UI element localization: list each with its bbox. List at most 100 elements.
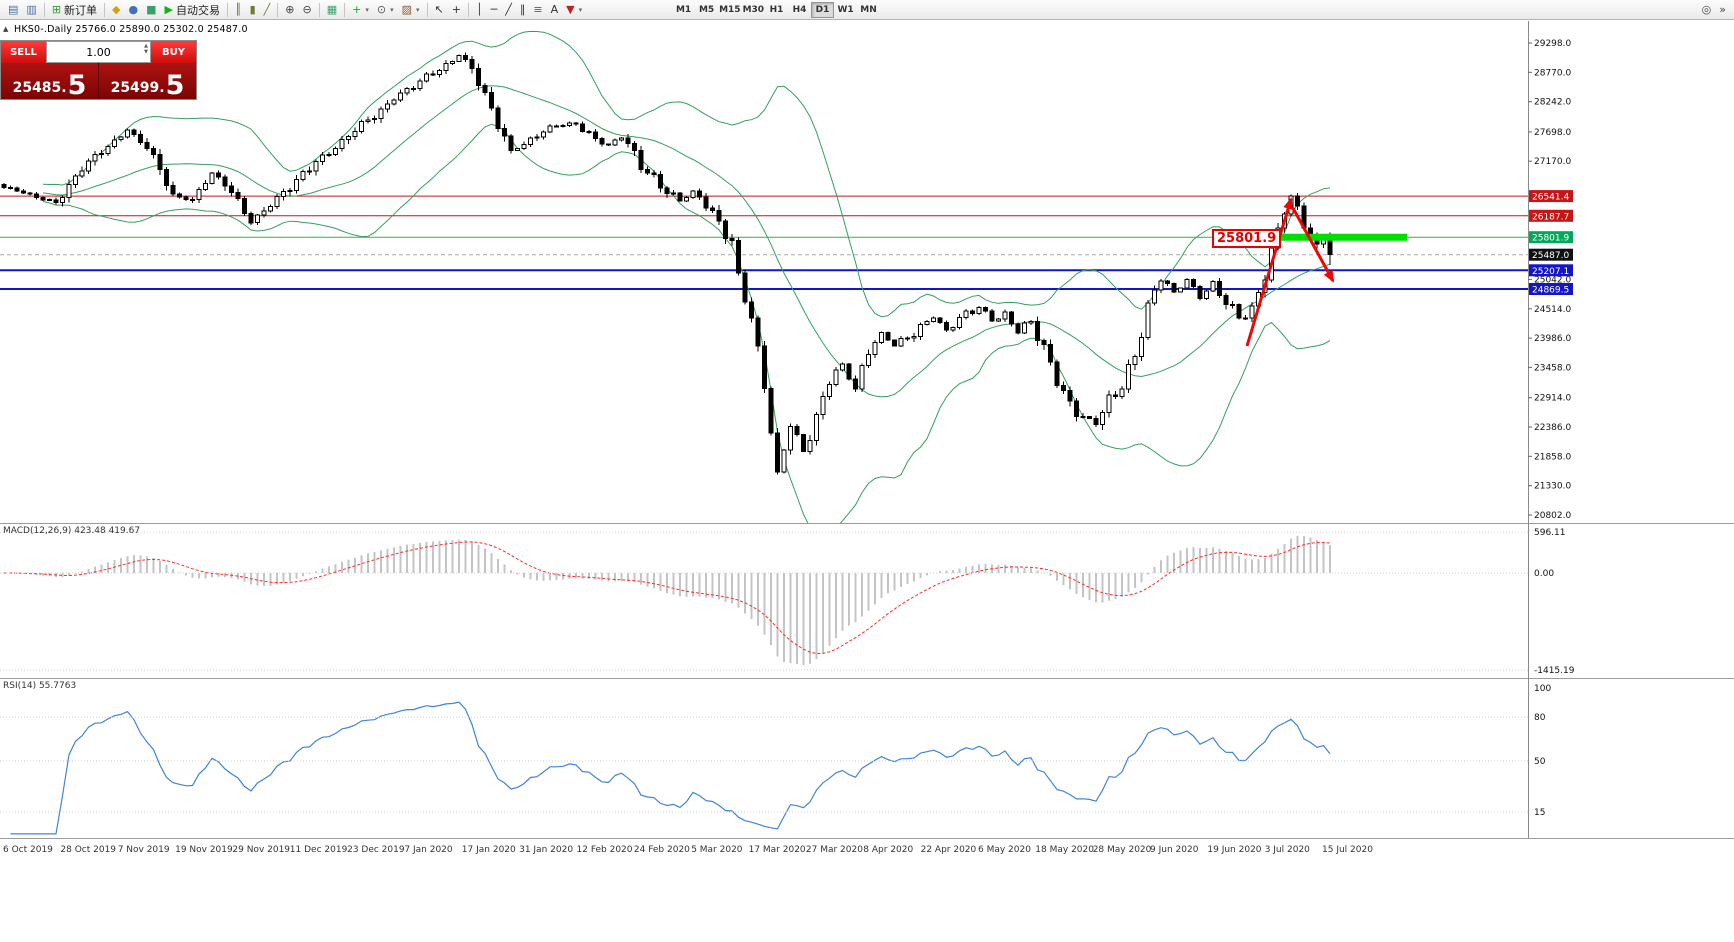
rsi-indicator-label: RSI(14) 55.7763 (3, 681, 77, 691)
channel-button[interactable]: ∥ (516, 1, 530, 19)
svg-text:29298.0: 29298.0 (1534, 39, 1571, 49)
svg-text:23 Dec 2019: 23 Dec 2019 (347, 845, 405, 855)
toolbar-separator (277, 2, 279, 17)
text-icon: A (550, 3, 559, 16)
svg-text:-1415.19: -1415.19 (1534, 666, 1575, 676)
price-annotation-label[interactable]: 25801.9 (1212, 229, 1282, 248)
svg-text:18 May 2020: 18 May 2020 (1035, 845, 1094, 855)
candlesticks (1, 52, 1333, 475)
toolbar-separator (226, 2, 228, 17)
svg-text:29 Nov 2019: 29 Nov 2019 (232, 845, 290, 855)
trendline-button[interactable]: ╱ (501, 1, 516, 19)
bar-chart-button[interactable]: ║ (231, 1, 246, 19)
new-order-button[interactable]: ⊞ 新订单 (48, 1, 101, 19)
autotrading-button[interactable]: ▶ 自动交易 (161, 1, 224, 19)
zoom-in-icon: ⊕ (285, 3, 295, 16)
line-chart-button[interactable]: ╱ (260, 1, 275, 19)
horizontal-line-icon: ─ (490, 3, 498, 16)
toolbar-separator (426, 2, 428, 17)
periods-button-dropdown-icon[interactable]: ▾ (390, 5, 394, 14)
timeframe-m15-button[interactable]: M15 (718, 2, 741, 18)
data-window-button[interactable]: ● (125, 1, 143, 19)
volume-spinner[interactable]: ▲ ▼ (144, 44, 148, 55)
volume-field[interactable]: 1.00 ▲ ▼ (46, 41, 151, 63)
svg-text:596.11: 596.11 (1534, 528, 1566, 538)
svg-text:0.00: 0.00 (1534, 569, 1554, 579)
vertical-line-button[interactable]: │ (472, 1, 487, 19)
svg-text:9 Jun 2020: 9 Jun 2020 (1150, 845, 1199, 855)
timeframe-mn-button[interactable]: MN (857, 2, 880, 18)
timeframe-h4-button[interactable]: H4 (788, 2, 811, 18)
svg-text:28242.0: 28242.0 (1534, 98, 1571, 108)
arrows-button[interactable]: ▼ ▾ (562, 1, 586, 19)
svg-text:22 Apr 2020: 22 Apr 2020 (921, 845, 977, 855)
buy-price-main: 25499. (110, 80, 165, 96)
horizontal-level-lines[interactable] (0, 195, 1528, 290)
bollinger-bands (42, 30, 1331, 523)
templates-button-dropdown-icon[interactable]: ▾ (416, 5, 420, 14)
trend-arrows[interactable] (1245, 197, 1335, 347)
macd-panel (3, 535, 1331, 666)
macd-axis[interactable]: 596.11 0.00 -1415.19 (0, 528, 1575, 676)
tile-windows-button[interactable]: ▦ (323, 1, 341, 19)
profiles-button[interactable]: ▥ (22, 1, 40, 19)
crosshair-button[interactable]: + (448, 1, 465, 19)
svg-text:5 Mar 2020: 5 Mar 2020 (691, 845, 743, 855)
navigator-button[interactable]: ■ (142, 1, 160, 19)
macd-indicator-label: MACD(12,26,9) 423.48 419.67 (3, 526, 141, 536)
price-axis-ticks[interactable]: 29298.0 28770.0 28242.0 27698.0 27170.0 25042… (1528, 39, 1571, 521)
rsi-axis[interactable]: 100 80 50 15 (0, 684, 1551, 818)
periods-button[interactable]: ⊙ ▾ (373, 1, 398, 19)
toolbar: ▤ ▥ ⊞ 新订单 ◆ ● ■ ▶ 自动交易 ║ ▮ ╱ ⊕ ⊖ ▦ + ▾ ⊙ ▾ ▨ ▾ ↖ + │ ─ ╱ ∥ ≡ A ▼ ▾ M1 M5… (0, 0, 1734, 20)
svg-text:17 Jan 2020: 17 Jan 2020 (462, 845, 516, 855)
fibonacci-icon: ≡ (533, 3, 543, 16)
search-button[interactable]: ◎ (1698, 1, 1716, 19)
svg-text:25487.0: 25487.0 (1532, 251, 1569, 261)
rsi-panel (10, 701, 1331, 835)
timeframe-m30-button[interactable]: M30 (742, 2, 765, 18)
svg-text:23986.0: 23986.0 (1534, 334, 1571, 344)
svg-text:28 May 2020: 28 May 2020 (1093, 845, 1152, 855)
spinner-down-icon[interactable]: ▼ (144, 49, 148, 55)
svg-text:31 Jan 2020: 31 Jan 2020 (519, 845, 573, 855)
sell-price[interactable]: 25485. 5 (1, 63, 99, 99)
svg-text:26541.4: 26541.4 (1532, 193, 1569, 203)
horizontal-line-button[interactable]: ─ (487, 1, 502, 19)
text-button[interactable]: A (547, 1, 563, 19)
ohlc-toggle-icon[interactable]: ▲ (3, 25, 9, 33)
timeframe-m5-button[interactable]: M5 (695, 2, 718, 18)
zoom-in-button[interactable]: ⊕ (281, 1, 298, 19)
spinner-up-icon[interactable]: ▲ (144, 43, 148, 49)
buy-price[interactable]: 25499. 5 (99, 63, 196, 99)
fibonacci-button[interactable]: ≡ (529, 1, 546, 19)
timeframe-w1-button[interactable]: W1 (834, 2, 857, 18)
cursor-button[interactable]: ↖ (431, 1, 448, 19)
svg-text:19 Jun 2020: 19 Jun 2020 (1207, 845, 1261, 855)
trade-panel-controls: SELL 1.00 ▲ ▼ BUY (1, 41, 196, 63)
sell-button[interactable]: SELL (1, 41, 46, 63)
svg-text:27698.0: 27698.0 (1534, 128, 1571, 138)
zoom-out-button[interactable]: ⊖ (299, 1, 316, 19)
toolbar-more-icon: » (1719, 3, 1726, 16)
buy-button[interactable]: BUY (151, 41, 196, 63)
panel-separators[interactable] (0, 523, 1734, 839)
cursor-icon: ↖ (434, 3, 444, 16)
svg-text:23458.0: 23458.0 (1534, 363, 1571, 373)
svg-text:7 Nov 2019: 7 Nov 2019 (118, 845, 170, 855)
timeframe-d1-button[interactable]: D1 (811, 1, 835, 18)
time-axis[interactable]: 6 Oct 2019 28 Oct 2019 7 Nov 2019 19 Nov 20… (3, 845, 1373, 855)
new-chart-button[interactable]: ▤ (4, 1, 22, 19)
indicators-button[interactable]: + ▾ (348, 1, 373, 19)
svg-text:3 Jul 2020: 3 Jul 2020 (1265, 845, 1310, 855)
timeframe-h1-button[interactable]: H1 (765, 2, 788, 18)
templates-icon: ▨ (401, 3, 413, 16)
arrows-button-dropdown-icon[interactable]: ▾ (578, 5, 583, 14)
timeframe-m1-button[interactable]: M1 (672, 2, 695, 18)
market-watch-button[interactable]: ◆ (108, 1, 124, 19)
indicators-button-dropdown-icon[interactable]: ▾ (365, 5, 369, 14)
indicators-icon: + (352, 3, 362, 16)
toolbar-more-button[interactable]: » (1715, 1, 1730, 19)
candlestick-chart-button[interactable]: ▮ (246, 1, 260, 19)
templates-button[interactable]: ▨ ▾ (398, 1, 424, 19)
